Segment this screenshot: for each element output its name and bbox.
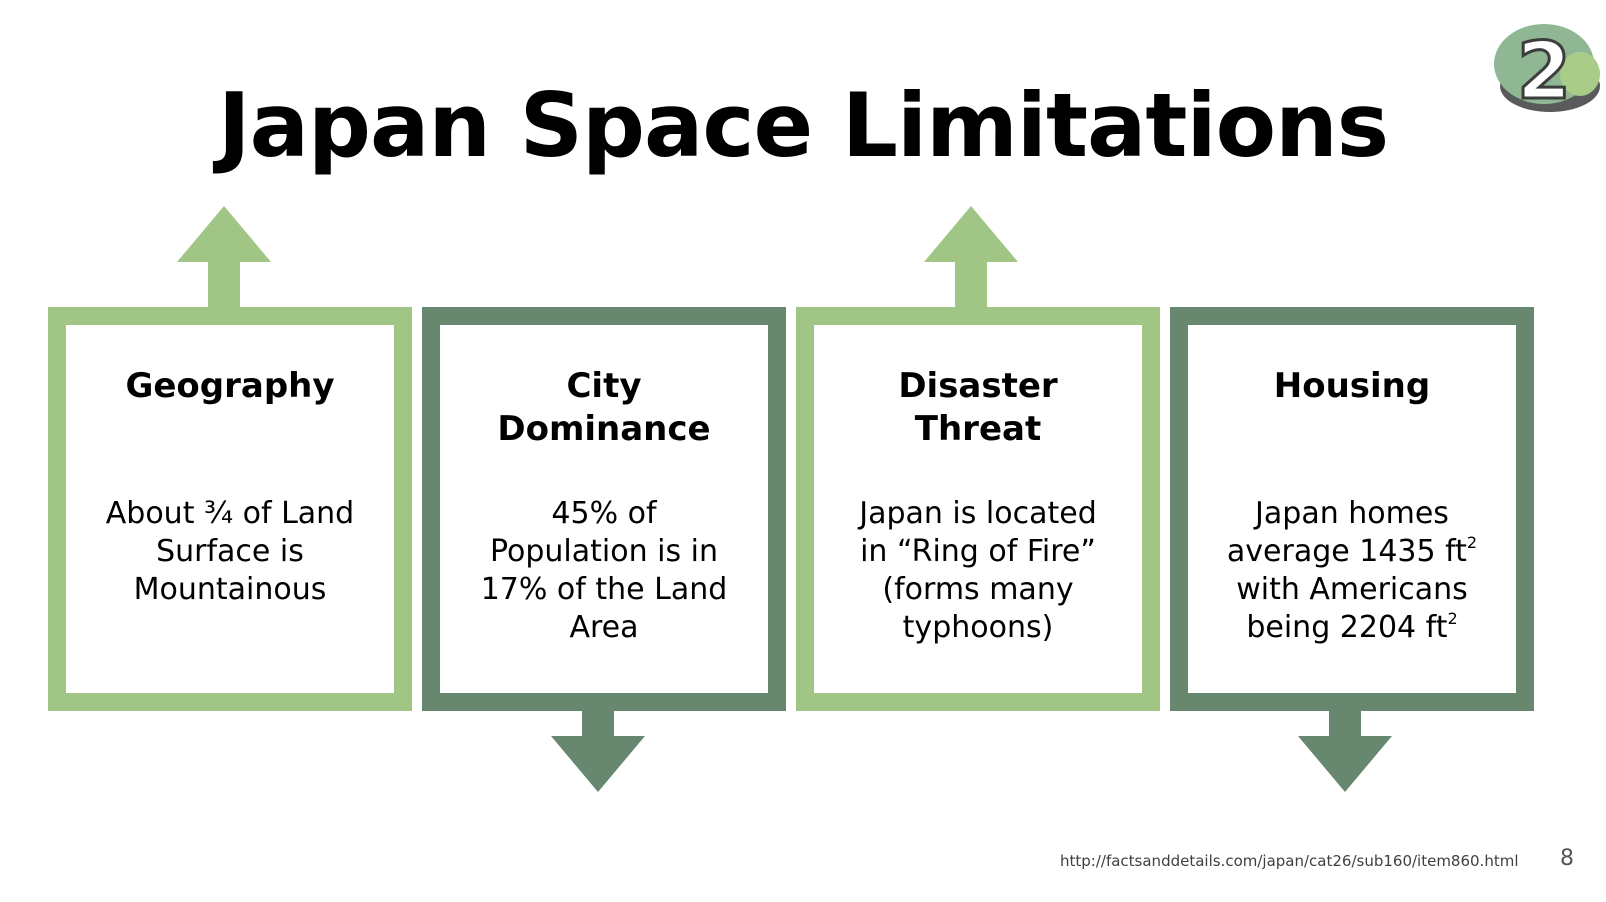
card-body-line: Mountainous	[133, 572, 327, 607]
arrow-down-icon	[551, 690, 645, 792]
source-link[interactable]: http://factsanddetails.com/japan/cat26/s…	[1060, 852, 1519, 870]
card-city-dominance: City Dominance 45% of Population is in 1…	[422, 307, 786, 711]
card-body-line: Japan homes	[1255, 496, 1449, 531]
card-body-line: (forms many	[882, 572, 1074, 607]
card-heading: Geography	[125, 366, 335, 406]
slide-title: Japan Space Limitations	[217, 74, 1389, 177]
card-body-line: average 1435 ft2	[1202, 533, 1502, 571]
page-number: 8	[1560, 846, 1574, 871]
card-body: About ¾ of Land Surface is Mountainous	[80, 495, 380, 609]
card-heading-line: Threat	[914, 409, 1042, 449]
logo-number: 2	[1517, 27, 1571, 117]
card-body-text: average 1435 ft	[1226, 534, 1467, 569]
card-body: 45% of Population is in 17% of the Land …	[454, 495, 754, 647]
card-geography: Geography About ¾ of Land Surface is Mou…	[48, 307, 412, 711]
card-body: Japan is located in “Ring of Fire” (form…	[828, 495, 1128, 647]
card-body-line: with Americans	[1236, 572, 1468, 607]
card-body-line: typhoons)	[902, 610, 1054, 645]
card-disaster-threat: Disaster Threat Japan is located in “Rin…	[796, 307, 1160, 711]
card-body-line: 45% of	[551, 496, 657, 531]
card-body-line: Japan is located	[859, 496, 1097, 531]
card-heading: Disaster Threat	[814, 365, 1142, 451]
card-heading: City Dominance	[440, 365, 768, 451]
card-body-text: being 2204 ft	[1246, 610, 1448, 645]
card-body-line: Population is in	[489, 534, 718, 569]
logo-badge-icon: 2	[1494, 24, 1600, 119]
card-heading-line: City	[566, 366, 642, 406]
card-body: Japan homes average 1435 ft2 with Americ…	[1202, 495, 1502, 647]
card-body-line: Area	[569, 610, 639, 645]
card-housing: Housing Japan homes average 1435 ft2 wit…	[1170, 307, 1534, 711]
card-heading: Housing	[1273, 366, 1431, 406]
card-heading-line: Disaster	[898, 366, 1058, 406]
superscript: 2	[1466, 533, 1478, 552]
arrow-up-icon	[177, 206, 271, 310]
arrow-down-icon	[1298, 690, 1392, 792]
superscript: 2	[1447, 609, 1458, 628]
card-body-line: About ¾ of Land	[105, 496, 355, 531]
card-body-line: Surface is	[156, 534, 304, 569]
card-body-line: 17% of the Land	[480, 572, 728, 607]
card-body-line: being 2204 ft2	[1202, 609, 1502, 647]
arrow-up-icon	[924, 206, 1018, 310]
card-body-line: in “Ring of Fire”	[860, 534, 1096, 569]
card-heading-line: Dominance	[497, 409, 711, 449]
